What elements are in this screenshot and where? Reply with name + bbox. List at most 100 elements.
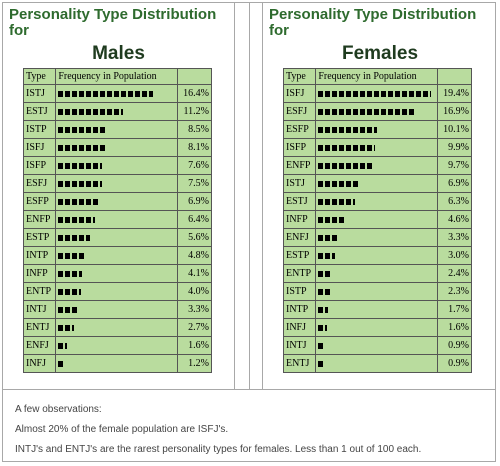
table-row: INFP 4.1% bbox=[22, 264, 213, 283]
type-label: ENFJ bbox=[22, 336, 57, 355]
frequency-cell bbox=[55, 318, 178, 337]
frequency-bar bbox=[58, 126, 108, 133]
frequency-cell bbox=[55, 156, 178, 175]
frequency-bar bbox=[318, 252, 336, 259]
frequency-bar bbox=[318, 234, 338, 241]
percent-label: 8.1% bbox=[176, 138, 213, 157]
frequency-cell bbox=[55, 174, 178, 193]
type-label: ISFP bbox=[22, 156, 57, 175]
type-label: ENFP bbox=[282, 156, 317, 175]
frequency-cell bbox=[315, 228, 438, 247]
header-type: Type bbox=[282, 68, 317, 85]
frequency-bar bbox=[58, 234, 91, 241]
table-header-row: Type Frequency in Population bbox=[22, 68, 213, 85]
frequency-bar bbox=[58, 270, 83, 277]
frequency-cell bbox=[315, 192, 438, 211]
frequency-bar bbox=[58, 144, 106, 151]
percent-label: 11.2% bbox=[176, 102, 213, 121]
frequency-cell bbox=[315, 174, 438, 193]
frequency-cell bbox=[55, 228, 178, 247]
frequency-bar bbox=[58, 342, 68, 349]
table-row: ENFJ 1.6% bbox=[22, 336, 213, 355]
observations-heading: A few observations: bbox=[15, 404, 102, 415]
percent-label: 2.3% bbox=[436, 282, 473, 301]
table-row: INTP 4.8% bbox=[22, 246, 213, 265]
type-label: INFJ bbox=[282, 318, 317, 337]
table-row: ENFP 9.7% bbox=[282, 156, 473, 175]
percent-label: 1.6% bbox=[436, 318, 473, 337]
frequency-bar bbox=[58, 306, 78, 313]
females-panel: Personality Type Distribution for Female… bbox=[250, 3, 497, 389]
table-row: ENTP 4.0% bbox=[22, 282, 213, 301]
frequency-cell bbox=[55, 354, 178, 373]
type-label: ESFP bbox=[282, 120, 317, 139]
table-row: ENTJ 2.7% bbox=[22, 318, 213, 337]
frequency-cell bbox=[315, 210, 438, 229]
frequency-cell bbox=[315, 282, 438, 301]
frequency-bar bbox=[58, 360, 66, 367]
type-label: ENTP bbox=[22, 282, 57, 301]
percent-label: 2.7% bbox=[176, 318, 213, 337]
percent-label: 1.6% bbox=[176, 336, 213, 355]
percent-label: 3.3% bbox=[436, 228, 473, 247]
table-row: ESTJ 6.3% bbox=[282, 192, 473, 211]
percent-label: 5.6% bbox=[176, 228, 213, 247]
type-label: ESTJ bbox=[22, 102, 57, 121]
percent-label: 1.7% bbox=[436, 300, 473, 319]
page-frame: Personality Type Distribution for Males … bbox=[2, 2, 496, 462]
table-row: INFJ 1.2% bbox=[22, 354, 213, 373]
percent-label: 19.4% bbox=[436, 84, 473, 103]
type-label: ISTP bbox=[282, 282, 317, 301]
females-distribution-table: Type Frequency in Population ISFJ 19.4% ES… bbox=[282, 68, 473, 373]
frequency-cell bbox=[315, 120, 438, 139]
frequency-bar bbox=[318, 162, 375, 169]
percent-label: 6.9% bbox=[436, 174, 473, 193]
observation-1: Almost 20% of the female population are … bbox=[15, 424, 229, 435]
frequency-bar bbox=[318, 216, 346, 223]
females-heading: Females bbox=[341, 43, 419, 64]
frequency-cell bbox=[315, 102, 438, 121]
frequency-cell bbox=[55, 246, 178, 265]
table-row: ESFJ 7.5% bbox=[22, 174, 213, 193]
table-row: INFJ 1.6% bbox=[282, 318, 473, 337]
females-title: Personality Type Distribution for bbox=[269, 6, 477, 39]
type-label: ESTP bbox=[282, 246, 317, 265]
frequency-bar bbox=[58, 252, 87, 259]
frequency-cell bbox=[315, 264, 438, 283]
header-pct bbox=[436, 68, 473, 85]
percent-label: 7.5% bbox=[176, 174, 213, 193]
table-row: ISFP 9.9% bbox=[282, 138, 473, 157]
percent-label: 6.9% bbox=[176, 192, 213, 211]
percent-label: 2.4% bbox=[436, 264, 473, 283]
frequency-bar bbox=[318, 126, 378, 133]
percent-label: 4.1% bbox=[176, 264, 213, 283]
frequency-bar bbox=[58, 198, 99, 205]
percent-label: 6.3% bbox=[436, 192, 473, 211]
table-row: ENTP 2.4% bbox=[282, 264, 473, 283]
type-label: ISTJ bbox=[22, 84, 57, 103]
table-row: ENFP 6.4% bbox=[22, 210, 213, 229]
frequency-bar bbox=[58, 162, 103, 169]
percent-label: 10.1% bbox=[436, 120, 473, 139]
table-row: ISTJ 16.4% bbox=[22, 84, 213, 103]
table-row: ESTP 3.0% bbox=[282, 246, 473, 265]
percent-label: 16.9% bbox=[436, 102, 473, 121]
percent-label: 3.0% bbox=[436, 246, 473, 265]
header-frequency: Frequency in Population bbox=[315, 68, 438, 85]
table-row: ESFP 6.9% bbox=[22, 192, 213, 211]
type-label: INFP bbox=[282, 210, 317, 229]
frequency-bar bbox=[58, 108, 124, 115]
type-label: ISTJ bbox=[282, 174, 317, 193]
table-header-row: Type Frequency in Population bbox=[282, 68, 473, 85]
frequency-bar bbox=[318, 90, 432, 97]
table-row: INTJ 3.3% bbox=[22, 300, 213, 319]
table-row: ESFP 10.1% bbox=[282, 120, 473, 139]
table-row: ENTJ 0.9% bbox=[282, 354, 473, 373]
observations-panel: A few observations: Almost 20% of the fe… bbox=[3, 389, 495, 461]
frequency-bar bbox=[318, 180, 359, 187]
type-label: ESTP bbox=[22, 228, 57, 247]
frequency-cell bbox=[55, 102, 178, 121]
table-row: INTJ 0.9% bbox=[282, 336, 473, 355]
header-pct bbox=[176, 68, 213, 85]
frequency-cell bbox=[55, 120, 178, 139]
